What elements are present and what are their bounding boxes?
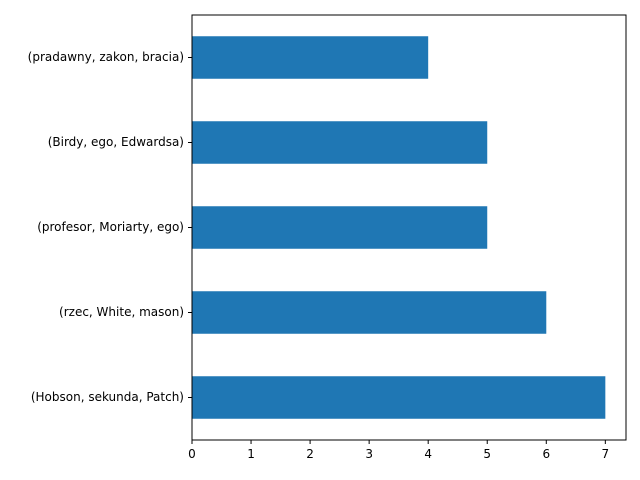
x-tick-label: 5: [483, 447, 491, 461]
y-tick-label: (Birdy, ego, Edwardsa): [48, 135, 184, 149]
x-tick-label: 6: [542, 447, 550, 461]
x-tick-label: 3: [365, 447, 373, 461]
x-tick-label: 1: [247, 447, 255, 461]
bar: [192, 291, 547, 334]
bars-group: [192, 36, 606, 419]
bar: [192, 376, 606, 419]
bar: [192, 206, 488, 249]
x-tick-label: 2: [306, 447, 314, 461]
x-axis-ticks: 0 1 2 3 4 5 6 7: [188, 440, 609, 461]
x-tick-label: 7: [602, 447, 610, 461]
bar: [192, 36, 429, 79]
y-tick-label: (pradawny, zakon, bracia): [28, 50, 184, 64]
x-tick-label: 0: [188, 447, 196, 461]
bar: [192, 121, 488, 164]
x-tick-label: 4: [424, 447, 432, 461]
y-tick-label: (profesor, Moriarty, ego): [37, 220, 184, 234]
plot-area-frame: [191, 14, 627, 441]
y-tick-label: (rzec, White, mason): [59, 305, 184, 319]
y-axis-ticks: (Hobson, sekunda, Patch) (rzec, White, ma…: [28, 50, 192, 404]
y-tick-label: (Hobson, sekunda, Patch): [31, 390, 184, 404]
